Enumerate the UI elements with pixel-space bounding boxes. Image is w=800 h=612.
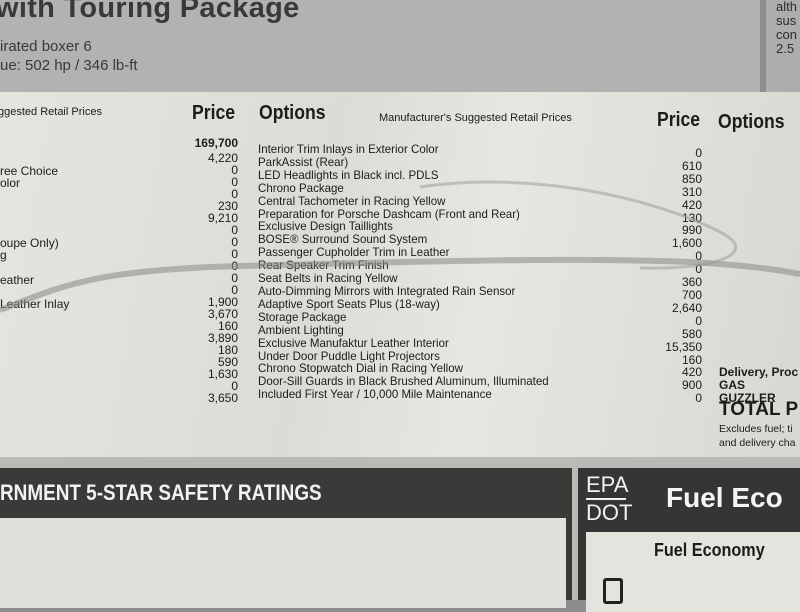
left-option-label: eather (0, 272, 35, 287)
left-option-label: ree Choice (0, 164, 59, 179)
safety-title: RNMENT 5-STAR SAFETY RATINGS (0, 480, 322, 505)
option-price: 0 (695, 146, 702, 160)
note-line: Excludes fuel; ti (719, 423, 793, 435)
safety-body (0, 518, 566, 608)
option-list: Interior Trim Inlays in Exterior Color Pa… (258, 143, 549, 401)
left-price: 1,630 (207, 367, 238, 381)
option-name: Under Door Puddle Light Projectors (258, 348, 440, 363)
option-price: 15,350 (665, 339, 702, 354)
option-name: Exclusive Design Taillights (258, 219, 393, 234)
delivery-label: Delivery, Proc (719, 365, 799, 379)
options-header: Options (259, 102, 326, 124)
option-price: 580 (681, 326, 702, 341)
left-option-label: olor (0, 176, 21, 191)
option-name: Exclusive Manufaktur Leather Interior (258, 335, 449, 350)
right-options-header: Options (718, 111, 785, 133)
left-price: 0 (231, 175, 238, 189)
spec-text: 2.5 (776, 41, 795, 56)
left-price-header: Price (192, 102, 236, 124)
left-option-label: Leather Inlay (0, 296, 70, 311)
left-option-label: oupe Only) (0, 236, 59, 251)
left-price: 180 (217, 343, 238, 357)
options-sheet: ggested Retail Prices Price Options Manu… (0, 92, 800, 457)
divider (586, 498, 626, 500)
option-price: 850 (681, 171, 702, 186)
fuel-economy-subtitle: Fuel Economy (654, 540, 765, 560)
option-name: Included First Year / 10,000 Mile Mainte… (258, 387, 492, 402)
option-name: BOSE® Surround Sound System (258, 232, 428, 247)
option-price: 420 (681, 365, 702, 380)
dot-label: DOT (586, 500, 633, 525)
spec-text: sus (776, 13, 797, 28)
option-name: Adaptive Sport Seats Plus (18-way) (258, 296, 440, 311)
left-price: 4,220 (207, 151, 238, 165)
option-name: LED Headlights in Black incl. PDLS (258, 167, 439, 182)
fuel-economy-box: Fuel Economy (586, 532, 800, 612)
left-price: 9,210 (207, 211, 238, 225)
vehicle-title: with Touring Package (0, 0, 300, 24)
left-price: 0 (231, 247, 238, 261)
option-price: 700 (681, 287, 702, 302)
option-name: Chrono Stopwatch Dial in Racing Yellow (258, 361, 463, 376)
option-name: Storage Package (258, 309, 347, 324)
total-price-label: TOTAL P (719, 399, 799, 420)
fuel-economy-title: Fuel Eco (666, 482, 783, 513)
gas-guzzler-label: GAS GUZZLER (719, 378, 776, 405)
left-price: 3,650 (207, 391, 238, 405)
left-option-label: g (0, 248, 7, 263)
option-name: Passenger Cupholder Trim in Leather (258, 245, 450, 260)
fuel-pump-icon (603, 578, 623, 604)
option-price: 0 (695, 391, 702, 406)
option-name: Ambient Lighting (258, 322, 344, 337)
spec-text: alth (776, 0, 797, 14)
left-price: 590 (217, 355, 238, 369)
option-price: 610 (681, 158, 702, 173)
option-name: Chrono Package (258, 180, 344, 195)
option-name: Door-Sill Guards in Black Brushed Alumin… (258, 374, 549, 389)
option-price: 420 (681, 197, 702, 212)
option-name: Interior Trim Inlays in Exterior Color (258, 142, 439, 156)
safety-ratings-panel: RNMENT 5-STAR SAFETY RATINGS (0, 468, 572, 608)
right-spec-box: alth sus con 2.5 (766, 0, 800, 100)
torque-spec: ue: 502 hp / 346 lb-ft (0, 57, 138, 74)
msrp-header: Manufacturer's Suggested Retail Prices (379, 112, 572, 124)
option-price: 900 (681, 378, 702, 393)
vehicle-header: with Touring Package irated boxer 6 ue: … (0, 0, 760, 92)
option-name: ParkAssist (Rear) (258, 154, 349, 169)
left-price: 169,700 (194, 136, 238, 150)
left-price: 0 (231, 223, 238, 237)
option-name: Central Tachometer in Racing Yellow (258, 193, 446, 208)
option-price: 160 (681, 352, 702, 367)
option-price: 310 (681, 184, 702, 199)
option-price: 2,640 (671, 300, 702, 315)
left-price: 0 (231, 163, 238, 177)
option-price: 0 (695, 313, 702, 328)
option-name: Auto-Dimming Mirrors with Integrated Rai… (258, 283, 516, 298)
left-msrp-header: ggested Retail Prices (0, 106, 102, 118)
left-price-column: 169,700 4,220 0 0 0 230 9,210 0 0 0 0 0 0 1,900 3,670 1… (195, 137, 238, 404)
left-price: 3,890 (207, 331, 238, 345)
left-price: 0 (231, 235, 238, 249)
note-line: and delivery cha (719, 437, 796, 449)
engine-spec: irated boxer 6 (0, 38, 92, 55)
epa-label: EPA (586, 472, 629, 497)
epa-fuel-economy-panel: EPA DOT Fuel Eco Fuel Economy (578, 468, 800, 612)
left-price: 0 (231, 379, 238, 393)
right-price-header: Price (657, 109, 701, 131)
option-price-column: 0 610 850 310 420 130 990 1,600 0 0 360 700 2,640 0 58… (665, 147, 702, 405)
left-price: 0 (231, 187, 238, 201)
left-price: 160 (217, 319, 238, 333)
spec-text: con (776, 27, 797, 42)
left-price: 230 (217, 199, 238, 213)
